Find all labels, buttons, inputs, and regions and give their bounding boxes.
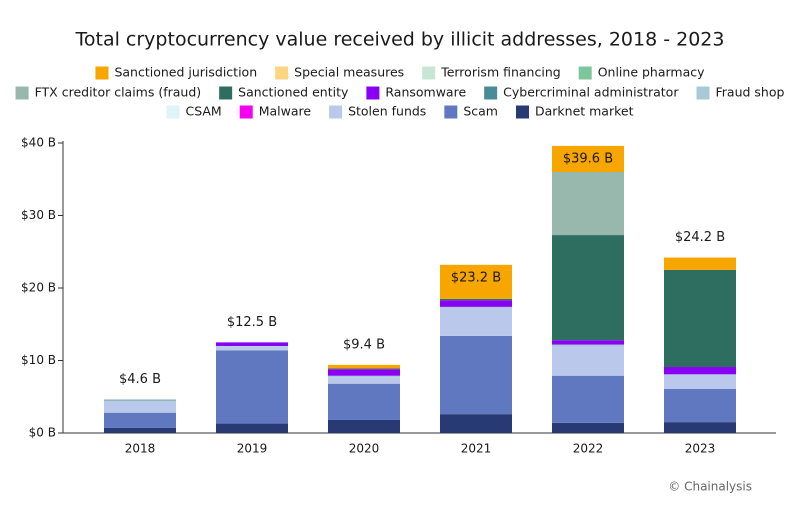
x-tick-label: 2023: [685, 442, 716, 456]
bar-segment: [552, 344, 624, 346]
legend-label: Special measures: [294, 65, 404, 80]
legend-label: FTX creditor claims (fraud): [35, 85, 202, 100]
total-label: $4.6 B: [119, 372, 161, 387]
bar-segment: [440, 308, 512, 336]
chart-title: Total cryptocurrency value received by i…: [75, 29, 725, 51]
bar-segment: [552, 422, 624, 433]
legend-label: Online pharmacy: [598, 65, 705, 80]
bar-segment: [552, 375, 624, 423]
legend-label: Malware: [259, 104, 312, 119]
y-tick-label: $10 B: [21, 353, 56, 367]
bar-segment: [440, 298, 512, 301]
bar-segment: [216, 346, 288, 351]
legend-label: CSAM: [185, 104, 221, 119]
legend-label: Sanctioned entity: [238, 85, 349, 100]
legend-swatch: [329, 105, 343, 119]
legend-swatch: [166, 105, 180, 119]
legend-swatch: [444, 105, 458, 119]
x-tick-label: 2021: [461, 442, 492, 456]
bar-segment: [328, 375, 400, 378]
legend-swatch: [15, 86, 29, 100]
total-label: $24.2 B: [675, 230, 725, 245]
x-tick-label: 2018: [125, 442, 156, 456]
bar-segment: [664, 374, 736, 375]
bar-segment: [552, 235, 624, 341]
bar-segment: [552, 340, 624, 345]
bar-segment: [104, 401, 176, 413]
legend-label: Terrorism financing: [440, 65, 561, 80]
legend-label: Cybercriminal administrator: [503, 85, 679, 100]
legend-swatch: [219, 86, 233, 100]
bar-segment: [440, 335, 512, 415]
total-label: $39.6 B: [563, 151, 613, 166]
bar-segment: [328, 364, 400, 369]
bar-segment: [328, 369, 400, 376]
bar-segment: [664, 269, 736, 368]
total-label: $12.5 B: [227, 315, 277, 330]
bar-segment: [328, 383, 400, 420]
bar-segment: [216, 342, 288, 346]
legend-label: Darknet market: [535, 104, 634, 119]
x-tick-label: 2022: [573, 442, 604, 456]
bar-segment: [216, 346, 288, 347]
source: © Chainalysis: [668, 480, 752, 494]
legend-label: Ransomware: [385, 85, 466, 100]
bar-segment: [104, 412, 176, 428]
x-tick-label: 2019: [237, 442, 268, 456]
total-label: $23.2 B: [451, 270, 501, 285]
legend-label: Fraud shop: [715, 85, 784, 100]
legend-swatch: [95, 66, 109, 80]
bar-segment: [552, 145, 624, 172]
legend-swatch: [239, 105, 253, 119]
legend-swatch: [696, 86, 710, 100]
bar-segment: [104, 399, 176, 401]
bar-segment: [664, 375, 736, 389]
bar-segment: [328, 377, 400, 384]
bar-segment: [440, 300, 512, 307]
legend-swatch: [484, 86, 498, 100]
bar-segment: [552, 346, 624, 376]
total-label: $9.4 B: [343, 337, 385, 352]
legend-label: Scam: [463, 104, 498, 119]
bar-segment: [328, 368, 400, 370]
legend-swatch: [578, 66, 592, 80]
legend-swatch: [422, 66, 436, 80]
y-tick-label: $40 B: [21, 136, 56, 150]
bar-segment: [664, 367, 736, 375]
legend-label: Sanctioned jurisdiction: [114, 65, 257, 80]
legend-swatch: [515, 105, 529, 119]
bar-segment: [664, 257, 736, 270]
bar-segment: [216, 423, 288, 433]
bar-segment: [440, 264, 512, 299]
bar-segment: [104, 427, 176, 433]
bar-segment: [440, 306, 512, 309]
bar-segment: [664, 422, 736, 433]
y-tick-label: $0 B: [29, 426, 56, 440]
x-tick-label: 2020: [349, 442, 380, 456]
bar-segment: [328, 419, 400, 433]
y-tick-label: $20 B: [21, 281, 56, 295]
legend-swatch: [275, 66, 289, 80]
bar-segment: [552, 172, 624, 236]
bar-segment: [104, 400, 176, 402]
legend-label: Stolen funds: [348, 104, 426, 119]
y-tick-label: $30 B: [21, 208, 56, 222]
bar-segment: [440, 414, 512, 433]
legend-swatch: [366, 86, 380, 100]
bar-segment: [664, 388, 736, 423]
bar-segment: [216, 350, 288, 424]
